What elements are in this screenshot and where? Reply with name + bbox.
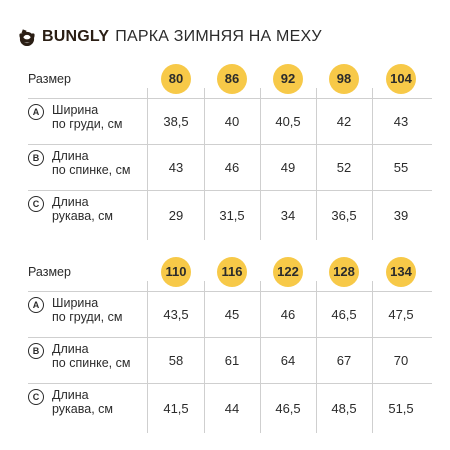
table-cell: 44 (224, 401, 240, 416)
table-cell: 40 (224, 114, 240, 129)
table-cell: 55 (393, 160, 409, 175)
table-cell: 47,5 (388, 307, 414, 322)
table-row: C Длина рукава, см 41,5 44 46,5 48,5 51,… (0, 383, 450, 433)
table-cell: 40,5 (275, 114, 301, 129)
column-divider (204, 281, 205, 433)
table-cell: 34 (280, 208, 296, 223)
size-row: Размер 110 116 122 128 134 (0, 253, 450, 291)
letter-badge: C (28, 389, 44, 405)
column-divider (204, 88, 205, 240)
param-label-line1: Ширина (52, 103, 99, 117)
brand-name: BUNGLY (42, 28, 110, 45)
table-row: B Длина по спинке, см 43 46 49 52 55 (0, 144, 450, 190)
table-cell: 31,5 (219, 208, 245, 223)
table-cell: 43 (393, 114, 409, 129)
divider (28, 190, 432, 191)
table-cell: 48,5 (331, 401, 357, 416)
table-row: C Длина рукава, см 29 31,5 34 36,5 39 (0, 190, 450, 240)
divider (28, 337, 432, 338)
size-badge: 134 (386, 257, 416, 287)
header: BUNGLY ПАРКА ЗИМНЯЯ НА МЕХУ (18, 24, 322, 50)
column-divider (147, 281, 148, 433)
size-label: Размер (28, 265, 71, 279)
param-label-line2: по спинке, см (52, 356, 131, 370)
param-label-line2: рукава, см (52, 209, 113, 223)
param-label-line1: Длина (52, 195, 89, 209)
bungly-logo-icon (19, 29, 35, 46)
table-cell: 64 (280, 353, 296, 368)
size-badge: 86 (217, 64, 247, 94)
size-label: Размер (28, 72, 71, 86)
column-divider (260, 281, 261, 433)
table-cell: 51,5 (388, 401, 414, 416)
size-badge: 98 (329, 64, 359, 94)
param-label-line1: Ширина (52, 296, 99, 310)
column-divider (372, 88, 373, 240)
size-badge: 80 (161, 64, 191, 94)
table-cell: 61 (224, 353, 240, 368)
table-cell: 43,5 (163, 307, 189, 322)
table-cell: 45 (224, 307, 240, 322)
size-row: Размер 80 86 92 98 104 (0, 60, 450, 98)
page-title: ПАРКА ЗИМНЯЯ НА МЕХУ (115, 28, 322, 45)
table-cell: 42 (336, 114, 352, 129)
param-label-line1: Длина (52, 342, 89, 356)
table-row: A Ширина по груди, см 43,5 45 46 46,5 47… (0, 291, 450, 337)
table-row: B Длина по спинке, см 58 61 64 67 70 (0, 337, 450, 383)
divider (28, 383, 432, 384)
param-label-line1: Длина (52, 388, 89, 402)
column-divider (147, 88, 148, 240)
column-divider (316, 281, 317, 433)
table-cell: 52 (336, 160, 352, 175)
table-cell: 38,5 (163, 114, 189, 129)
size-badge: 122 (273, 257, 303, 287)
letter-badge: B (28, 150, 44, 166)
param-label-line2: по груди, см (52, 117, 123, 131)
table-row: A Ширина по груди, см 38,5 40 40,5 42 43 (0, 98, 450, 144)
table-cell: 46 (280, 307, 296, 322)
table-cell: 46,5 (331, 307, 357, 322)
size-badge: 128 (329, 257, 359, 287)
letter-badge: A (28, 297, 44, 313)
table-cell: 46,5 (275, 401, 301, 416)
table-cell: 70 (393, 353, 409, 368)
column-divider (372, 281, 373, 433)
size-badge: 110 (161, 257, 191, 287)
column-divider (260, 88, 261, 240)
table-cell: 49 (280, 160, 296, 175)
table-cell: 29 (168, 208, 184, 223)
table-cell: 67 (336, 353, 352, 368)
column-divider (316, 88, 317, 240)
letter-badge: B (28, 343, 44, 359)
table-cell: 46 (224, 160, 240, 175)
size-badge: 116 (217, 257, 247, 287)
size-badge: 92 (273, 64, 303, 94)
param-label-line2: по груди, см (52, 310, 123, 324)
divider (28, 291, 432, 292)
divider (28, 98, 432, 99)
param-label-line2: по спинке, см (52, 163, 131, 177)
param-label-line1: Длина (52, 149, 89, 163)
param-label-line2: рукава, см (52, 402, 113, 416)
table-cell: 58 (168, 353, 184, 368)
table-cell: 43 (168, 160, 184, 175)
table-cell: 41,5 (163, 401, 189, 416)
table-cell: 36,5 (331, 208, 357, 223)
divider (28, 144, 432, 145)
table-cell: 39 (393, 208, 409, 223)
letter-badge: A (28, 104, 44, 120)
letter-badge: C (28, 196, 44, 212)
size-badge: 104 (386, 64, 416, 94)
